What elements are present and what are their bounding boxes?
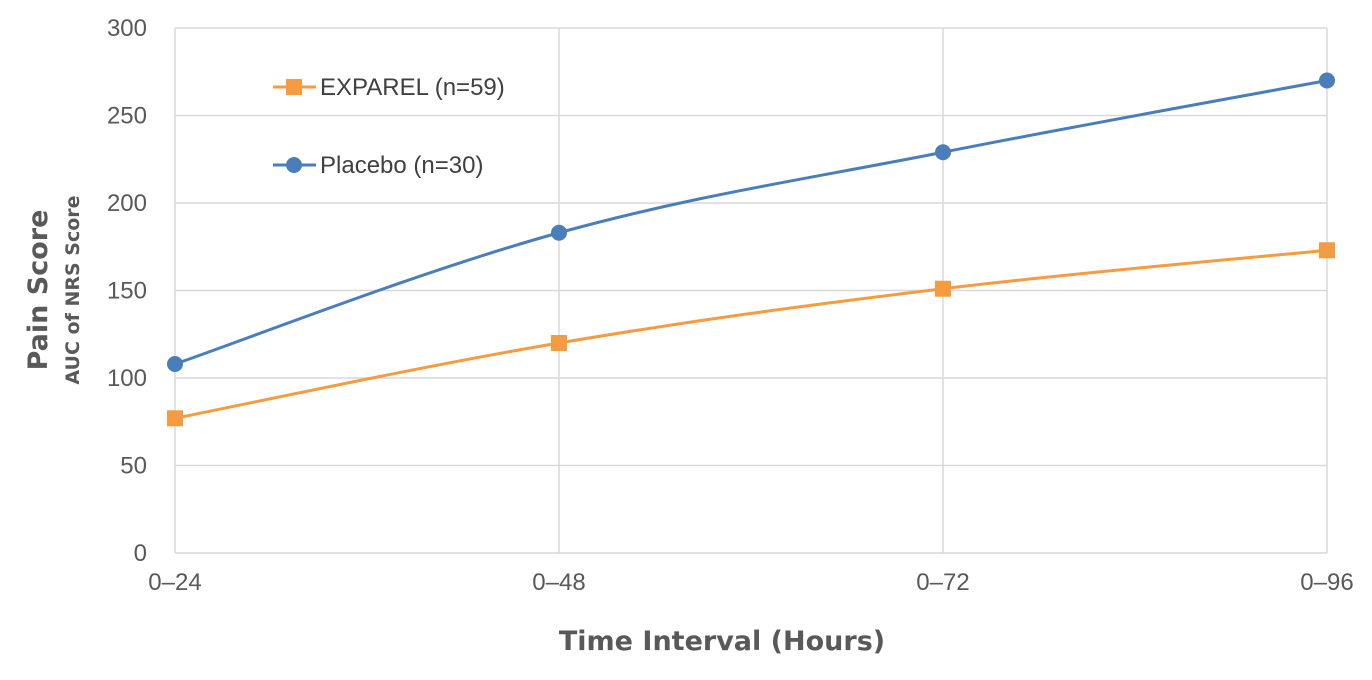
data-point <box>551 335 567 351</box>
legend-label: EXPAREL (n=59) <box>320 74 505 101</box>
gridlines <box>174 27 1328 553</box>
data-point <box>167 410 183 427</box>
data-point <box>551 224 567 241</box>
legend-item: Placebo (n=30) <box>273 152 483 179</box>
data-point <box>1319 72 1335 89</box>
y-tick-label: 250 <box>107 103 147 130</box>
data-point <box>1319 242 1335 259</box>
y-axis-title: Pain Score <box>23 210 54 371</box>
series-layer <box>167 72 1335 427</box>
y-tick-labels: 0 50 100 150 200 250 300 <box>107 15 147 567</box>
data-point <box>935 280 951 297</box>
data-point <box>935 144 951 161</box>
x-tick-label: 0–48 <box>532 569 585 596</box>
x-tick-labels: 0–24 0–48 0–72 0–96 <box>148 569 1353 596</box>
x-tick-label: 0–96 <box>1300 569 1353 596</box>
legend-marker <box>286 79 302 95</box>
y-tick-label: 200 <box>107 190 147 217</box>
y-tick-label: 0 <box>134 540 147 567</box>
x-tick-label: 0–72 <box>916 569 969 596</box>
y-tick-label: 100 <box>107 365 147 392</box>
legend-item: EXPAREL (n=59) <box>273 74 505 101</box>
y-tick-label: 50 <box>120 453 147 480</box>
series-1 <box>167 242 1335 427</box>
legend-marker <box>286 157 302 173</box>
x-axis-title: Time Interval (Hours) <box>559 626 885 657</box>
series-line <box>174 79 1328 366</box>
legend-label: Placebo (n=30) <box>320 152 483 179</box>
y-tick-label: 150 <box>107 278 147 305</box>
y-axis-subtitle: AUC of NRS Score <box>62 195 84 384</box>
x-tick-label: 0–24 <box>148 569 201 596</box>
series-2 <box>167 72 1335 372</box>
data-point <box>167 356 183 372</box>
legend: EXPAREL (n=59) Placebo (n=30) <box>273 74 505 179</box>
series-line <box>174 248 1328 420</box>
y-tick-label: 300 <box>107 15 147 42</box>
